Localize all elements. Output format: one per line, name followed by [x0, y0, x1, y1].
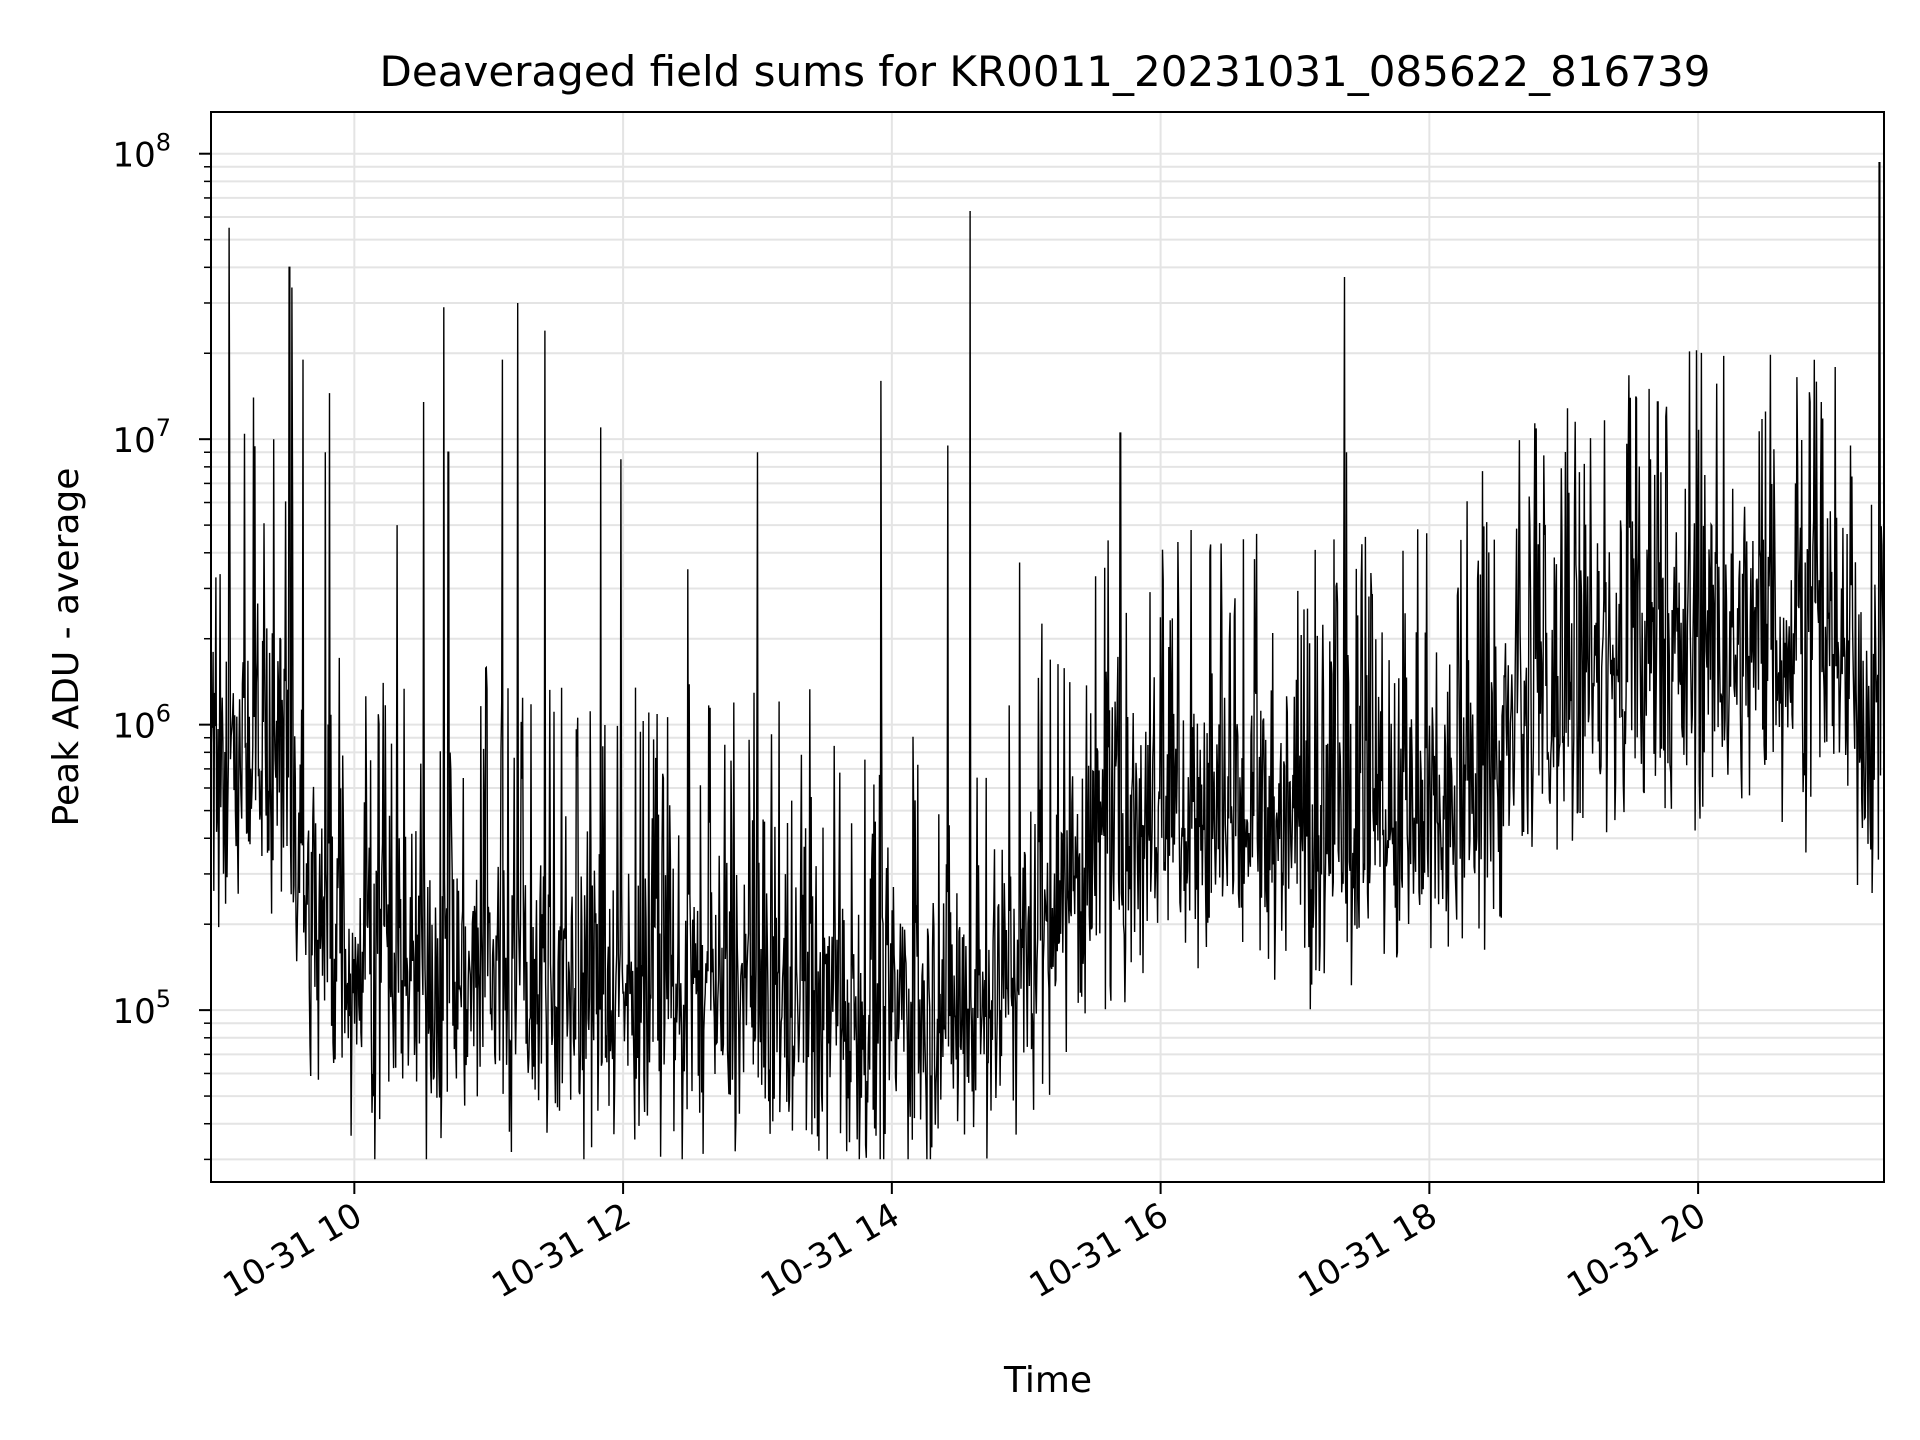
series-line [210, 162, 1885, 1160]
y-tick-base: 10 [112, 421, 155, 461]
y-tick-base: 10 [112, 136, 155, 176]
plot-area [210, 162, 1885, 1160]
chart-title: Deaveraged field sums for KR0011_2023103… [380, 47, 1711, 96]
y-tick-label: 105 [112, 985, 171, 1032]
x-axis-label: Time [1003, 1360, 1092, 1401]
axes-frame [210, 111, 1885, 1183]
y-tick-label: 107 [112, 414, 171, 461]
y-axis-label: Peak ADU - average [46, 468, 87, 827]
grid-lines [211, 112, 1884, 1182]
y-tick-base: 10 [112, 707, 155, 747]
y-tick-base: 10 [112, 992, 155, 1032]
y-tick-exponent: 8 [156, 129, 171, 157]
y-tick-exponent: 7 [156, 414, 171, 442]
y-tick-label: 106 [112, 700, 171, 747]
y-tick-exponent: 5 [156, 985, 171, 1013]
y-tick-exponent: 6 [156, 700, 171, 728]
y-tick-label: 108 [112, 129, 171, 176]
